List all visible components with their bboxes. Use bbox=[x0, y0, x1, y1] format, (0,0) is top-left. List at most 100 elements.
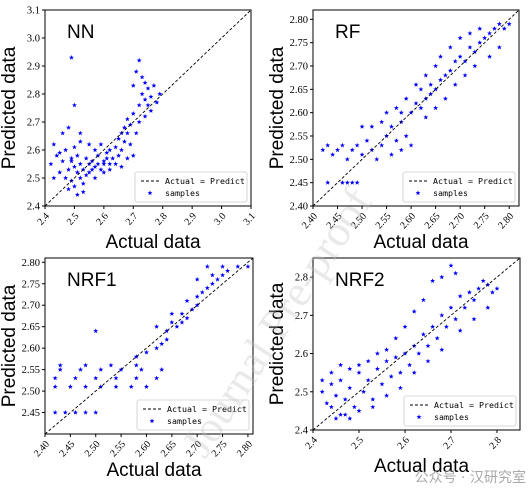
sample-point bbox=[199, 289, 205, 295]
sample-point bbox=[457, 328, 463, 333]
sample-point bbox=[225, 268, 231, 273]
sample-point bbox=[179, 311, 185, 316]
legend-samples-swatch bbox=[415, 190, 421, 196]
sample-point bbox=[220, 272, 226, 278]
sample-point bbox=[339, 180, 345, 185]
sample-point bbox=[138, 367, 144, 372]
sample-point bbox=[136, 102, 142, 108]
sample-point bbox=[98, 141, 104, 147]
sample-point bbox=[130, 153, 136, 158]
sample-point bbox=[325, 142, 331, 148]
sample-point bbox=[57, 362, 63, 368]
y-tick-label: 2.7 bbox=[295, 311, 308, 322]
x-tick-label: 2.55 bbox=[108, 439, 128, 459]
sample-point bbox=[92, 164, 98, 169]
sample-point bbox=[169, 319, 175, 325]
sample-point bbox=[136, 57, 142, 63]
sample-point bbox=[379, 381, 385, 387]
sample-point bbox=[397, 385, 403, 391]
y-tick-label: 3.1 bbox=[27, 6, 40, 17]
sample-point bbox=[342, 412, 348, 417]
sample-point bbox=[398, 110, 404, 115]
panel-title: NRF2 bbox=[335, 270, 385, 291]
legend-samples-label: samples bbox=[433, 188, 468, 198]
sample-point bbox=[72, 375, 78, 381]
x-axis-label: Actual data bbox=[374, 456, 469, 477]
sample-point bbox=[113, 384, 119, 389]
sample-point bbox=[418, 105, 424, 111]
x-tick-label: 3.1 bbox=[241, 211, 258, 228]
sample-point bbox=[428, 82, 434, 87]
y-tick-label: 2.40 bbox=[290, 202, 308, 213]
sample-point bbox=[439, 347, 445, 352]
legend-box bbox=[134, 171, 248, 203]
sample-point bbox=[98, 384, 104, 389]
sample-point bbox=[69, 155, 74, 161]
sample-point bbox=[124, 116, 130, 122]
y-tick-label: 2.75 bbox=[290, 38, 308, 49]
samples-series bbox=[320, 21, 512, 185]
sample-point bbox=[63, 147, 69, 153]
panel-title: NN bbox=[67, 22, 94, 43]
sample-point bbox=[466, 289, 472, 295]
sample-point bbox=[389, 152, 394, 157]
sample-point bbox=[492, 26, 497, 31]
sample-point bbox=[80, 189, 86, 195]
samples-series bbox=[52, 263, 251, 415]
sample-point bbox=[60, 130, 66, 136]
sample-point bbox=[413, 82, 419, 87]
sample-point bbox=[71, 183, 77, 189]
x-tick-label: 2.40 bbox=[300, 211, 320, 231]
sample-point bbox=[496, 21, 502, 27]
sample-point bbox=[116, 153, 122, 158]
x-tick-label: 2.80 bbox=[496, 211, 516, 231]
sample-point bbox=[487, 54, 493, 59]
sample-point bbox=[393, 138, 399, 143]
sample-point bbox=[438, 77, 443, 83]
sample-point bbox=[67, 384, 73, 389]
sample-point bbox=[124, 155, 130, 161]
sample-point bbox=[365, 358, 371, 364]
x-tick-label: 2.5 bbox=[349, 435, 366, 452]
sample-point bbox=[98, 167, 104, 172]
samples-series bbox=[319, 263, 500, 421]
sample-point bbox=[83, 384, 89, 389]
sample-point bbox=[423, 114, 429, 120]
sample-point bbox=[472, 49, 478, 55]
sample-point bbox=[52, 375, 58, 381]
sample-point bbox=[467, 30, 473, 36]
sample-point bbox=[52, 409, 58, 415]
sample-point bbox=[139, 91, 145, 97]
sample-point bbox=[453, 316, 459, 322]
sample-point bbox=[354, 180, 360, 185]
sample-point bbox=[434, 335, 440, 341]
sample-point bbox=[347, 385, 353, 391]
sample-point bbox=[433, 86, 439, 92]
sample-point bbox=[220, 263, 226, 269]
sample-point bbox=[416, 350, 422, 356]
x-tick-label: 2.6 bbox=[395, 435, 412, 452]
sample-point bbox=[159, 367, 165, 372]
sample-point bbox=[338, 377, 344, 383]
sample-point bbox=[110, 155, 116, 161]
sample-point bbox=[77, 139, 83, 144]
y-tick-label: 3.0 bbox=[27, 34, 40, 45]
sample-point bbox=[164, 336, 170, 342]
samples-series bbox=[48, 55, 163, 197]
legend-samples-label: samples bbox=[434, 412, 469, 422]
sample-point bbox=[69, 158, 74, 164]
chart-panel-4: 2.4 2.5 2.6 2.7 2.8 2.4 2.5 2.6 2.7 2.8 Actual dat… bbox=[267, 257, 521, 477]
sample-point bbox=[151, 83, 157, 88]
chart-panel-1: 2.4 2.5 2.6 2.7 2.8 2.9 3.0 3.1 2.4 2.5 2.6 2.7 2.8 2… bbox=[0, 6, 258, 254]
sample-point bbox=[420, 331, 426, 337]
x-axis-label: Actual data bbox=[373, 232, 468, 253]
sample-point bbox=[63, 175, 69, 181]
sample-point bbox=[462, 72, 468, 78]
sample-point bbox=[370, 404, 376, 410]
y-tick-label: 2.9 bbox=[27, 62, 40, 73]
x-tick-label: 2.4 bbox=[303, 435, 320, 452]
sample-point bbox=[133, 362, 139, 368]
sample-point bbox=[477, 40, 483, 45]
identity-line bbox=[312, 9, 520, 207]
sample-point bbox=[328, 370, 334, 375]
